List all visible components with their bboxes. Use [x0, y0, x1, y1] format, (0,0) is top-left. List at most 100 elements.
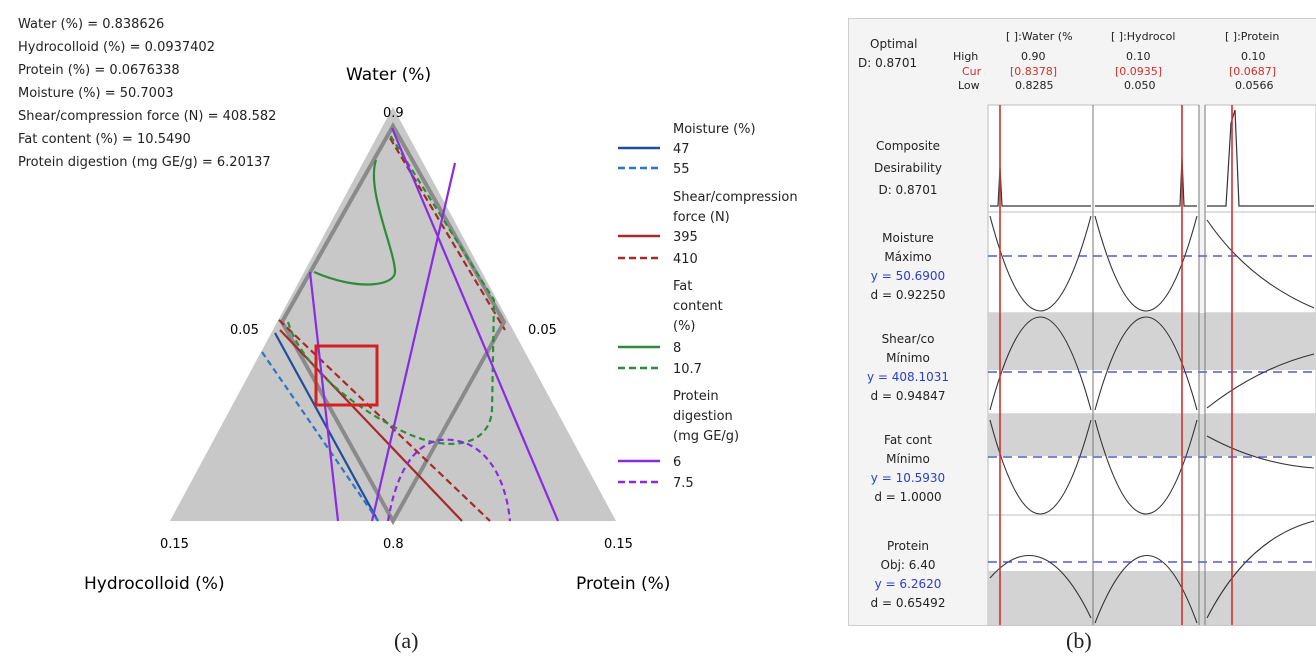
- trace-fat-protein: [1206, 435, 1315, 469]
- readout-line: Moisture (%) = 50.7003: [18, 86, 174, 101]
- resp-line: y = 6.2620: [875, 577, 942, 591]
- resp-line: Composite: [876, 139, 940, 153]
- legend-label: 47: [673, 142, 690, 157]
- resp-line: Mínimo: [886, 452, 930, 466]
- ternary-contour-plot: Water (%) = 0.838626 Hydrocolloid (%) = …: [18, 17, 798, 594]
- ternary-background: [170, 107, 616, 521]
- legend-title: force (N): [673, 210, 730, 225]
- resp-line: y = 50.6900: [871, 269, 945, 283]
- tick-bottom-left: 0.15: [160, 537, 189, 552]
- resp-line: Desirability: [874, 161, 942, 175]
- resp-line: d = 0.65492: [871, 596, 946, 610]
- factor-high: 0.10: [1241, 50, 1266, 63]
- shade: [988, 571, 1316, 625]
- axis-title-protein: Protein (%): [576, 574, 670, 594]
- trace-protein-protein: [1206, 520, 1315, 619]
- readout-line: Protein digestion (mg GE/g) = 6.20137: [18, 155, 271, 170]
- trace-fat-hydro: [1094, 419, 1198, 515]
- legend-label: 7.5: [673, 476, 694, 491]
- resp-line: Mínimo: [886, 351, 930, 365]
- factor-name: [ ]:Protein: [1225, 30, 1279, 43]
- contour-protein-6c: [370, 162, 457, 522]
- legend-label: 6: [673, 455, 681, 470]
- legend-title: Moisture (%): [673, 122, 756, 137]
- opt-grid: [987, 104, 1316, 626]
- optimization-plot: Optimal D: 0.8701 High Cur Low [ ]:Water…: [848, 18, 1316, 626]
- factor-cur: [0.0935]: [1115, 65, 1162, 78]
- contour-protein-6a: [308, 271, 340, 522]
- optimum-marker: [314, 344, 379, 407]
- resp-line: Shear/co: [882, 332, 935, 346]
- contour-fat-8: [313, 159, 397, 286]
- tick-mid-right: 0.05: [528, 323, 557, 338]
- resp-line: Máximo: [884, 250, 931, 264]
- factor-low: 0.8285: [1015, 79, 1054, 92]
- legend-label: 55: [673, 162, 690, 177]
- opt-header: Optimal D: 0.8701 High Cur Low [ ]:Water…: [858, 30, 1279, 92]
- resp-line: Fat cont: [884, 433, 932, 447]
- legend: Moisture (%) 47 55 Shear/compression for…: [618, 122, 798, 491]
- legend-title: (%): [673, 319, 696, 334]
- cur-label: Cur: [962, 65, 982, 78]
- legend-label: 395: [673, 230, 698, 245]
- tick-bottom-center: 0.8: [383, 537, 404, 552]
- legend-label: 410: [673, 252, 698, 267]
- shade: [988, 313, 1316, 370]
- low-label: Low: [958, 79, 980, 92]
- trace-moisture-water: [989, 215, 1092, 312]
- trace-moisture-hydro: [1094, 215, 1198, 312]
- trace-fat-water: [989, 419, 1092, 515]
- optimal-d: D: 0.8701: [858, 56, 917, 70]
- cell: [1092, 211, 1200, 314]
- contour-moisture-55: [261, 351, 379, 522]
- optimum-readout: Water (%) = 0.838626 Hydrocolloid (%) = …: [18, 17, 276, 170]
- resp-line: d = 0.92250: [871, 288, 946, 302]
- shade: [988, 414, 1316, 456]
- factor-low: 0.050: [1124, 79, 1156, 92]
- readout-line: Water (%) = 0.838626: [18, 17, 164, 32]
- trace-shear-hydro: [1094, 316, 1198, 411]
- legend-title: Fat: [673, 279, 692, 294]
- factor-cur: [0.0687]: [1229, 65, 1276, 78]
- readout-line: Protein (%) = 0.0676338: [18, 63, 180, 78]
- resp-line: Moisture: [882, 231, 934, 245]
- legend-title: content: [673, 299, 723, 314]
- trace-moisture-protein: [1206, 219, 1315, 309]
- high-label: High: [953, 50, 978, 63]
- factor-name: [ ]:Hydrocol: [1111, 30, 1175, 43]
- optimal-label: Optimal: [870, 37, 917, 51]
- factor-high: 0.10: [1126, 50, 1151, 63]
- response-traces: [989, 215, 1315, 624]
- tick-top: 0.9: [383, 106, 404, 121]
- edge-gap: [291, 274, 303, 288]
- axis-title-water: Water (%): [346, 65, 431, 85]
- cell: [1204, 211, 1316, 314]
- axis-title-hydrocolloid: Hydrocolloid (%): [84, 574, 225, 594]
- legend-label: 8: [673, 341, 681, 356]
- cell: [987, 211, 1094, 314]
- contour-fat-10-7: [286, 134, 496, 445]
- legend-label: 10.7: [673, 362, 702, 377]
- factor-high: 0.90: [1021, 50, 1046, 63]
- caption-b: (b): [1066, 628, 1092, 653]
- legend-title: (mg GE/g): [673, 429, 739, 444]
- cell: [987, 104, 1094, 213]
- resp-line: Obj: 6.40: [881, 558, 936, 572]
- contour-protein-7-5: [386, 438, 512, 522]
- caption-a: (a): [394, 628, 419, 653]
- factor-cur: [0.8378]: [1010, 65, 1057, 78]
- current-settings: [999, 105, 1233, 625]
- trace-composite-protein: [1207, 109, 1314, 207]
- readout-line: Hydrocolloid (%) = 0.0937402: [18, 40, 215, 55]
- resp-line: y = 408.1031: [867, 370, 949, 384]
- legend-title: Shear/compression: [673, 190, 798, 205]
- resp-line: d = 1.0000: [874, 490, 941, 504]
- resp-line: y = 10.5930: [871, 471, 945, 485]
- response-labels: Composite Desirability D: 0.8701 Moistur…: [867, 139, 949, 610]
- column-separators: [1092, 105, 1206, 625]
- readout-line: Shear/compression force (N) = 408.582: [18, 109, 276, 124]
- readout-line: Fat content (%) = 10.5490: [18, 132, 191, 147]
- contour-shear-395: [279, 329, 463, 522]
- resp-line: D: 0.8701: [878, 183, 937, 197]
- tick-mid-left: 0.05: [230, 323, 259, 338]
